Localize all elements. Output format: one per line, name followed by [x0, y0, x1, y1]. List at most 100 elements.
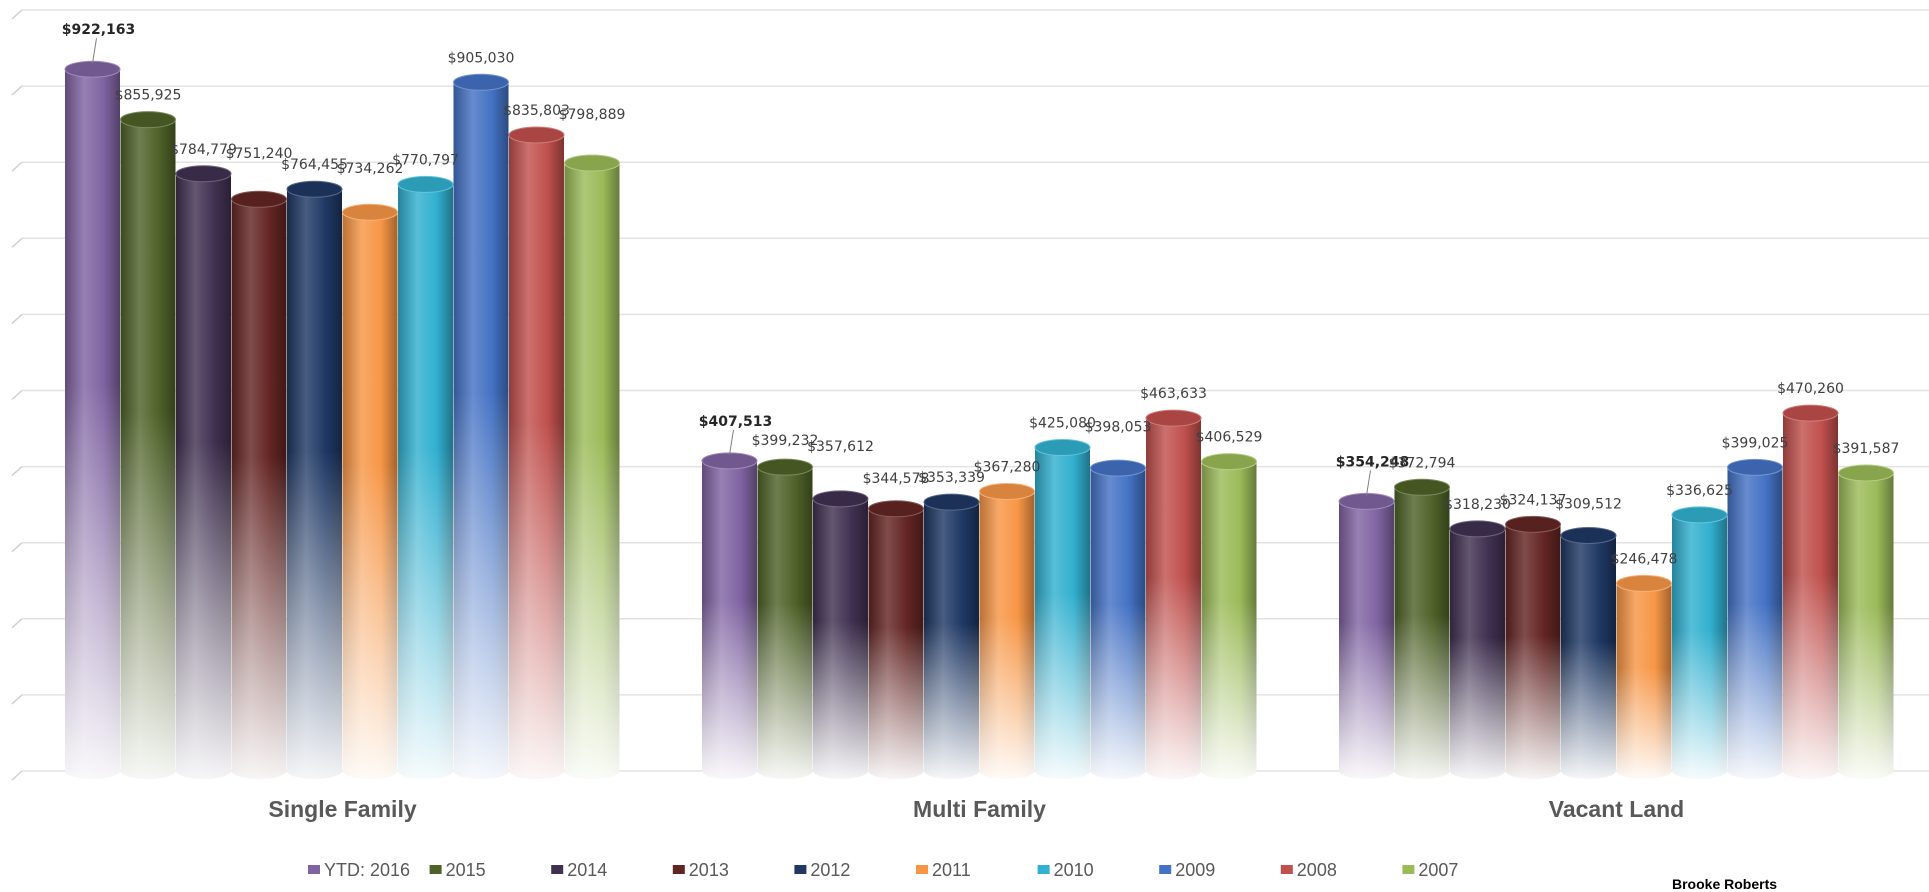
bar-fade — [924, 623, 979, 779]
legend: YTD: 2016 2015 2014 2013 2012 2011 2010 2009 200… — [308, 860, 1458, 880]
legend-swatch — [672, 865, 685, 874]
data-label: $309,512 — [1555, 496, 1622, 512]
legend-item: 2014 — [551, 860, 607, 880]
legend-item: 2007 — [1402, 860, 1458, 880]
bar-top — [923, 493, 980, 511]
bar — [1338, 492, 1395, 779]
bar-top — [812, 490, 869, 508]
data-label: $425,080 — [1029, 416, 1096, 432]
legend-item: 2011 — [916, 860, 971, 880]
bar-top — [342, 203, 398, 221]
data-label: $353,339 — [918, 470, 985, 486]
bar — [564, 154, 620, 779]
bar-top — [1505, 515, 1561, 533]
bar-fade — [1394, 614, 1450, 779]
legend-label: 2011 — [932, 860, 971, 880]
bar — [175, 165, 232, 779]
bar-fade — [231, 456, 287, 779]
bar — [120, 111, 176, 780]
legend-label: 2009 — [1175, 860, 1215, 880]
legend-label: YTD: 2016 — [324, 860, 410, 880]
bar-top — [175, 165, 232, 183]
bar — [231, 190, 287, 779]
bar-fade — [1146, 576, 1201, 779]
bar-fade — [1783, 574, 1838, 779]
data-label: $751,240 — [226, 146, 293, 162]
data-label: $764,455 — [281, 157, 348, 173]
bar-top — [1338, 492, 1395, 510]
bar-top — [64, 60, 121, 78]
leader-line — [92, 38, 97, 64]
bar-top — [1560, 526, 1617, 544]
bar-top — [757, 458, 813, 476]
gridline-tick — [11, 237, 23, 248]
legend-label: 2008 — [1297, 860, 1337, 880]
legend-item: 2008 — [1280, 860, 1337, 880]
data-label: $770,797 — [392, 152, 459, 168]
bar-fade — [1505, 635, 1561, 779]
bar-fade — [287, 451, 342, 779]
bar-fade — [979, 617, 1035, 779]
data-label: $354,248 — [1336, 454, 1410, 470]
bar-top — [1782, 404, 1839, 422]
bar-top — [979, 482, 1035, 500]
bar-fade — [1672, 630, 1727, 779]
gridline-tick — [11, 694, 23, 705]
bar-top — [1034, 439, 1091, 457]
bar — [1394, 478, 1450, 779]
legend-item: 2012 — [794, 860, 850, 880]
legend-swatch — [429, 865, 442, 874]
data-label: $367,280 — [974, 459, 1041, 475]
bar — [64, 60, 121, 779]
legend-label: 2015 — [446, 860, 486, 880]
legend-swatch — [1037, 865, 1050, 874]
bar-top — [397, 175, 454, 193]
legend-swatch — [1159, 865, 1172, 874]
legend-label: 2013 — [689, 860, 729, 880]
bar-fade — [1727, 603, 1783, 779]
bar-top — [701, 452, 758, 470]
gridline-tick — [11, 85, 23, 96]
bar-fade — [564, 436, 620, 779]
legend-swatch — [551, 865, 564, 874]
legend-item: 2015 — [429, 860, 486, 880]
bar — [1616, 574, 1672, 779]
data-label: $318,230 — [1444, 497, 1511, 513]
bar — [342, 203, 398, 779]
gridline-tick — [11, 770, 23, 781]
bar-fade — [1201, 600, 1257, 779]
data-label: $784,779 — [170, 142, 237, 158]
bar-fade — [1616, 667, 1672, 779]
bar-top — [1838, 464, 1894, 482]
category-label: Vacant Land — [1549, 796, 1684, 822]
bar-fade — [398, 448, 453, 779]
bar-fade — [65, 385, 120, 779]
data-label: $372,794 — [1389, 455, 1456, 471]
bar-top — [453, 73, 509, 91]
bar — [701, 452, 758, 779]
bar-top — [508, 126, 565, 144]
legend-item: 2010 — [1037, 860, 1094, 880]
bar — [1782, 404, 1839, 779]
data-label: $835,803 — [503, 103, 570, 119]
bar-top — [868, 500, 924, 518]
bar — [1560, 526, 1617, 779]
bar-fade — [176, 442, 231, 779]
bar — [868, 500, 924, 779]
legend-swatch — [1402, 865, 1415, 874]
bar-fade — [1035, 593, 1090, 779]
bar-fade — [702, 600, 757, 779]
bar — [1671, 506, 1728, 779]
bar — [1090, 459, 1146, 779]
legend-label: 2010 — [1054, 860, 1094, 880]
bar-top — [231, 190, 287, 208]
category-axis: Single Family Multi Family Vacant Land — [268, 796, 1684, 822]
bar-top — [1090, 459, 1146, 477]
bar-fade — [1339, 622, 1394, 779]
bar — [1505, 515, 1561, 779]
legend-swatch — [1280, 865, 1293, 874]
gridline-tick — [11, 466, 23, 477]
legend-swatch — [308, 865, 320, 874]
legend-label: 2012 — [810, 860, 850, 880]
